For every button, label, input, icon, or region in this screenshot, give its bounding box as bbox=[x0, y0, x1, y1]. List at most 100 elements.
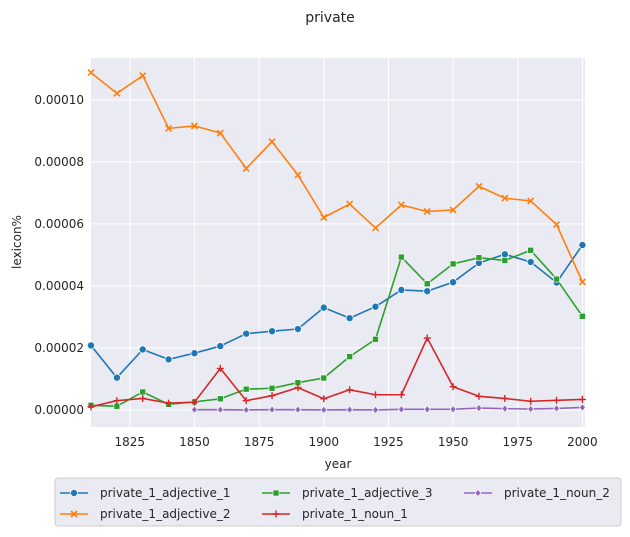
data-point bbox=[423, 334, 431, 342]
series-private_1_adjective_1 bbox=[87, 240, 587, 382]
data-point bbox=[112, 373, 121, 382]
data-point bbox=[165, 399, 173, 407]
data-point bbox=[87, 69, 95, 77]
data-point bbox=[579, 312, 586, 320]
data-point bbox=[501, 257, 509, 264]
series-line bbox=[90, 337, 583, 408]
data-point bbox=[113, 397, 121, 405]
y-tick-label: 0.00008 bbox=[34, 155, 84, 169]
data-point bbox=[553, 396, 561, 404]
data-point bbox=[372, 405, 379, 415]
x-tick-label: 1825 bbox=[115, 435, 146, 449]
y-tick-label: 0.00002 bbox=[34, 341, 84, 355]
data-point bbox=[320, 374, 328, 382]
y-tick-label: 0.00004 bbox=[34, 279, 84, 293]
series-private_1_noun_2 bbox=[191, 403, 586, 415]
data-point bbox=[87, 403, 95, 411]
data-point bbox=[191, 405, 198, 414]
data-point bbox=[268, 392, 276, 400]
legend-label: private_1_adjective_2 bbox=[100, 507, 231, 521]
data-point bbox=[526, 258, 535, 267]
data-point bbox=[190, 122, 199, 130]
data-point bbox=[138, 345, 147, 354]
legend-label: private_1_adjective_3 bbox=[302, 486, 433, 500]
x-tick-label: 2000 bbox=[567, 435, 598, 449]
legend-item: private_1_adjective_2 bbox=[60, 507, 231, 521]
data-point bbox=[371, 302, 380, 311]
data-point bbox=[294, 405, 302, 414]
plot-area bbox=[91, 58, 585, 427]
data-point bbox=[217, 395, 224, 403]
data-point bbox=[216, 405, 224, 414]
data-point bbox=[165, 124, 173, 132]
data-point bbox=[216, 129, 224, 137]
x-tick-label: 1950 bbox=[438, 435, 469, 449]
legend: private_1_adjective_1 private_1_adjective… bbox=[54, 477, 622, 527]
data-point bbox=[87, 341, 96, 350]
data-point bbox=[242, 164, 250, 172]
data-point bbox=[475, 404, 483, 413]
data-point bbox=[500, 250, 509, 259]
data-point bbox=[475, 392, 483, 400]
data-point bbox=[346, 200, 354, 208]
data-point bbox=[397, 391, 405, 399]
data-point bbox=[345, 314, 354, 323]
data-point bbox=[449, 383, 457, 391]
series-line bbox=[194, 406, 583, 411]
data-point bbox=[449, 405, 457, 414]
y-tick-label: 0.00006 bbox=[34, 217, 84, 231]
legend-item: private_1_noun_1 bbox=[262, 507, 408, 521]
data-point bbox=[449, 260, 457, 268]
data-point bbox=[139, 394, 147, 402]
data-point bbox=[294, 171, 302, 179]
data-point bbox=[268, 384, 276, 392]
data-point bbox=[216, 364, 224, 372]
data-point bbox=[527, 197, 535, 205]
data-point bbox=[501, 404, 509, 413]
data-point bbox=[553, 404, 560, 413]
x-tick-label: 1875 bbox=[244, 435, 275, 449]
y-tick-label: 0.00000 bbox=[34, 403, 84, 417]
series-private_1_noun_1 bbox=[87, 334, 586, 411]
data-point bbox=[190, 398, 198, 406]
chart-title: private bbox=[305, 10, 355, 26]
x-tick-label: 1975 bbox=[502, 435, 533, 449]
data-point bbox=[397, 201, 405, 209]
data-point bbox=[268, 138, 276, 146]
legend-label: private_1_noun_1 bbox=[302, 507, 408, 521]
data-point bbox=[397, 285, 406, 294]
data-point bbox=[475, 182, 483, 190]
data-point bbox=[320, 405, 328, 415]
x-tick-label: 1900 bbox=[309, 435, 340, 449]
data-point bbox=[527, 397, 535, 405]
legend-item: private_1_noun_2 bbox=[464, 486, 610, 500]
data-point bbox=[319, 303, 328, 312]
data-point bbox=[139, 72, 147, 80]
data-point bbox=[371, 224, 380, 232]
data-point bbox=[242, 329, 251, 338]
x-tick-label: 1925 bbox=[373, 435, 404, 449]
legend-item: private_1_adjective_1 bbox=[60, 486, 231, 500]
legend-marker bbox=[272, 489, 280, 497]
data-point bbox=[113, 89, 121, 97]
data-point bbox=[242, 405, 250, 415]
data-point bbox=[578, 395, 586, 403]
series-private_1_adjective_2 bbox=[87, 69, 586, 286]
data-point bbox=[372, 335, 379, 343]
legend-label: private_1_noun_2 bbox=[504, 486, 610, 500]
legend-label: private_1_adjective_1 bbox=[100, 486, 231, 500]
y-tick-label: 0.00010 bbox=[34, 93, 84, 107]
data-point bbox=[579, 403, 586, 412]
data-point bbox=[501, 194, 509, 202]
data-point bbox=[449, 278, 458, 287]
legend-marker bbox=[70, 488, 79, 497]
data-point bbox=[397, 405, 405, 414]
data-point bbox=[449, 206, 457, 214]
legend-item: private_1_adjective_3 bbox=[262, 486, 433, 500]
y-axis-label: lexicon% bbox=[10, 215, 24, 269]
series-line bbox=[90, 249, 584, 408]
data-point bbox=[190, 349, 199, 358]
data-point bbox=[320, 395, 328, 403]
data-point bbox=[578, 240, 587, 249]
series-line bbox=[90, 244, 584, 379]
